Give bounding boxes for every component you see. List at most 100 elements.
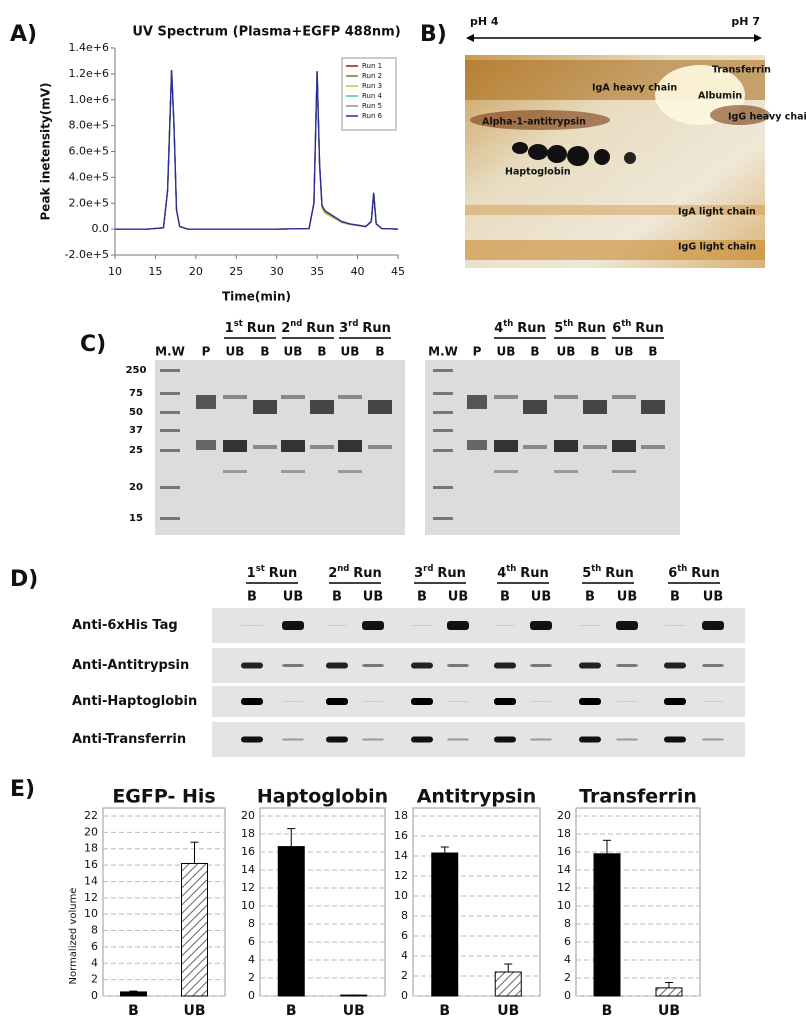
band xyxy=(467,440,487,450)
run-suffix: th xyxy=(621,318,631,328)
y-tick-label: 4 xyxy=(91,956,98,969)
blot-band xyxy=(579,625,601,626)
blot-band xyxy=(447,701,469,702)
y-tick-label: 20 xyxy=(241,809,255,822)
band xyxy=(310,400,334,414)
band xyxy=(612,440,636,452)
y-tick-label: 8 xyxy=(248,917,255,930)
blot-band xyxy=(362,621,384,630)
run-word: Run xyxy=(437,566,466,581)
y-tick-label: 2 xyxy=(401,969,408,982)
run-word: Run xyxy=(306,321,335,336)
lane-label: B xyxy=(332,590,342,605)
mw-marker: 250 xyxy=(126,365,147,376)
lane-label: UB xyxy=(703,590,723,605)
band xyxy=(612,395,636,399)
run-word: Run xyxy=(353,566,382,581)
blot-band xyxy=(282,738,304,741)
x-tick-label: 25 xyxy=(229,265,243,278)
bar xyxy=(431,852,459,997)
run-number: 2 xyxy=(328,566,337,581)
spot-label: Transferrin xyxy=(712,65,771,76)
band xyxy=(467,395,487,409)
legend-box xyxy=(341,57,397,131)
band xyxy=(253,400,277,414)
x-tick-label: 40 xyxy=(351,265,365,278)
run-word: Run xyxy=(691,566,720,581)
x-tick-label: B xyxy=(128,1003,139,1019)
run-number: 1 xyxy=(225,321,234,336)
band xyxy=(160,449,180,452)
lane-label: B xyxy=(648,345,657,359)
blot-band xyxy=(579,736,601,743)
x-tick-label: 30 xyxy=(270,265,284,278)
lane-label: M.W xyxy=(155,345,185,359)
run-header: 5th Run xyxy=(554,318,606,336)
lane-label: UB xyxy=(448,590,468,605)
blot-band xyxy=(326,736,348,743)
band xyxy=(433,429,453,432)
band xyxy=(160,429,180,432)
x-tick-label: UB xyxy=(343,1003,365,1019)
x-tick-label: B xyxy=(286,1003,297,1019)
bar xyxy=(277,846,305,997)
y-tick-label: 16 xyxy=(394,829,408,842)
band xyxy=(433,486,453,489)
run-header: 6th Run xyxy=(612,318,664,336)
blot-band xyxy=(579,698,601,705)
bar xyxy=(593,853,621,997)
mw-marker: 25 xyxy=(129,445,143,456)
blot-band xyxy=(702,701,724,702)
western-blots xyxy=(212,608,745,757)
y-axis-label: Peak inetensity(mV) xyxy=(39,83,53,221)
y-tick-label: 12 xyxy=(557,881,571,894)
blot-band xyxy=(616,738,638,741)
mw-marker: 15 xyxy=(129,513,143,524)
panel-label: A) xyxy=(10,22,37,47)
blot-band xyxy=(241,698,263,705)
y-tick-label: 0 xyxy=(248,989,255,1002)
blot-band xyxy=(326,698,348,705)
y-tick-label: 4 xyxy=(564,953,571,966)
blot-band xyxy=(411,625,433,626)
mw-marker: 75 xyxy=(129,388,143,399)
spot-label: Albumin xyxy=(698,91,742,102)
y-tick-label: -2.0e+5 xyxy=(65,248,109,261)
band xyxy=(281,440,305,452)
gel-sds-left xyxy=(155,360,405,535)
y-tick-label: 6 xyxy=(91,940,98,953)
y-tick-label: 10 xyxy=(241,899,255,912)
gel-2d xyxy=(465,34,770,268)
spot-label: IgA light chain xyxy=(678,207,756,218)
run-header: 1st Run xyxy=(225,318,276,336)
y-tick-label: 18 xyxy=(557,827,571,840)
y-tick-label: 10 xyxy=(84,907,98,920)
ph-label: pH 4 xyxy=(470,15,499,28)
blot-band xyxy=(664,736,686,743)
blot-band xyxy=(616,701,638,702)
blot-band xyxy=(447,621,469,630)
lane-label: UB xyxy=(341,345,360,359)
chart-title: Antitrypsin xyxy=(417,786,537,808)
lane-label: UB xyxy=(226,345,245,359)
band xyxy=(196,395,216,409)
y-tick-label: 6 xyxy=(248,935,255,948)
lane-label: UB xyxy=(531,590,551,605)
row-label: Anti-Antitrypsin xyxy=(72,658,189,673)
band xyxy=(338,395,362,399)
y-tick-label: 2.0e+5 xyxy=(69,196,109,209)
lane-label: B xyxy=(585,590,595,605)
y-tick-label: 12 xyxy=(241,881,255,894)
run-number: 4 xyxy=(494,321,503,336)
run-suffix: nd xyxy=(290,318,302,328)
band xyxy=(368,400,392,414)
band xyxy=(433,369,453,372)
y-tick-label: 1.0e+6 xyxy=(69,93,109,106)
band xyxy=(494,470,518,473)
y-tick-label: 6.0e+5 xyxy=(69,145,109,158)
legend-label: Run 2 xyxy=(362,72,382,80)
blot-band xyxy=(494,736,516,743)
blot-band xyxy=(702,621,724,630)
run-header: 3rd Run xyxy=(414,563,466,581)
